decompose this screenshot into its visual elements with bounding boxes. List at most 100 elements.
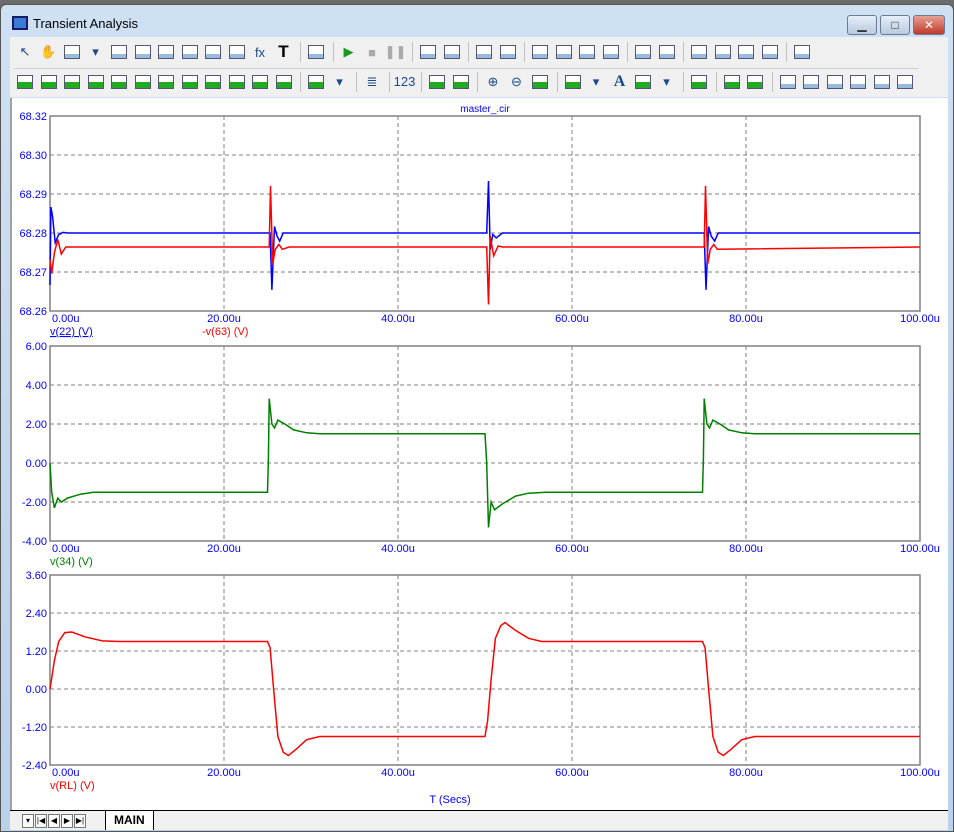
scale-vertical-icon[interactable] <box>202 41 224 63</box>
text-T-icon[interactable]: T <box>278 42 289 61</box>
pan-hand-icon[interactable]: ✋ <box>40 44 57 59</box>
x-tick-label: 40.00u <box>381 767 415 779</box>
select-icon[interactable]: ↖ <box>19 44 31 59</box>
plot-2: 6.00 4.00 2.00 0.00 -2.00 -4.00 0.00u 20.00u 40.… <box>22 341 940 568</box>
inflection-icon[interactable] <box>155 71 177 93</box>
align-right-icon[interactable] <box>824 71 846 93</box>
toolbar-row-2: ▾ ≣ 123 ⊕ ⊖ ▾ A ▾ <box>14 68 918 94</box>
x-tick-label: 60.00u <box>555 543 589 555</box>
tab-nav-button[interactable]: |◀ <box>35 814 47 828</box>
global-high-icon[interactable] <box>202 71 224 93</box>
align-middle-icon[interactable] <box>871 71 893 93</box>
close-button[interactable]: ✕ <box>913 15 945 35</box>
peak-icon[interactable] <box>61 71 83 93</box>
legend-entry[interactable]: v(RL) (V) <box>50 780 95 792</box>
minor-grid-icon[interactable] <box>576 41 598 63</box>
shapes-icon[interactable] <box>61 41 83 63</box>
dropdown-arrow-icon[interactable]: ▾ <box>336 73 343 89</box>
x-tick-label: 20.00u <box>207 543 241 555</box>
run-icon[interactable]: ▶ <box>343 44 354 59</box>
same-x-icon[interactable] <box>426 71 448 93</box>
cursor-next-icon[interactable] <box>38 71 60 93</box>
low-icon[interactable] <box>132 71 154 93</box>
slope-icon[interactable] <box>179 71 201 93</box>
series-line-v-rl-v- <box>49 621 920 757</box>
top-icon[interactable] <box>249 71 271 93</box>
list-icon[interactable]: ≣ <box>366 73 378 89</box>
pause-icon[interactable]: ❚❚ <box>384 44 407 59</box>
x-tick-label: 80.00u <box>729 313 763 325</box>
same-y-icon[interactable] <box>450 71 472 93</box>
dropdown-arrow-icon[interactable]: ▾ <box>592 73 600 89</box>
font-A-icon[interactable]: A <box>613 72 626 90</box>
grid-points-icon[interactable] <box>497 41 519 63</box>
tab-main[interactable]: MAIN <box>105 811 154 830</box>
x-tick-label: 100.00u <box>900 767 940 779</box>
crosshair-icon[interactable] <box>656 41 678 63</box>
legend-entry[interactable]: -v(63) (V) <box>202 326 248 338</box>
x-tick-label: 80.00u <box>729 543 763 555</box>
align-center-icon[interactable] <box>800 71 822 93</box>
plot-frame <box>49 115 921 312</box>
toolbar-separator <box>388 71 390 92</box>
x-tick-label: 80.00u <box>729 767 763 779</box>
overlap-2-icon[interactable] <box>744 71 766 93</box>
trace-tag-icon[interactable] <box>417 41 439 63</box>
minimize-button[interactable]: ▁ <box>847 15 877 35</box>
legend-entry[interactable]: v(34) (V) <box>50 556 93 568</box>
grid-color-icon[interactable] <box>562 71 584 93</box>
dropdown-arrow-icon[interactable]: ▾ <box>663 73 670 89</box>
tab-nav-button[interactable]: ▾ <box>22 814 34 828</box>
toolbar-separator <box>332 42 334 62</box>
zoom-in-icon[interactable]: ⊕ <box>487 73 499 89</box>
y-tick-label: -2.00 <box>22 497 47 509</box>
legend-entry[interactable]: v(22) (V) <box>50 326 93 338</box>
y-tick-label: -2.40 <box>22 760 47 772</box>
x-tick-label: 40.00u <box>381 543 415 555</box>
align-bottom-icon[interactable] <box>894 71 916 93</box>
overlap-icon[interactable] <box>721 71 743 93</box>
zoom-y-icon[interactable] <box>712 41 734 63</box>
zoom-x-icon[interactable] <box>688 41 710 63</box>
zoom-out-icon[interactable]: ⊖ <box>511 73 522 89</box>
font-color-icon[interactable] <box>632 71 654 93</box>
frame-icon[interactable] <box>473 41 495 63</box>
data-points-icon[interactable] <box>155 41 177 63</box>
zoom-list-icon[interactable] <box>759 41 781 63</box>
maximize-button[interactable]: □ <box>880 15 910 35</box>
numeric-icon[interactable]: 123 <box>393 74 416 89</box>
function-fx-icon[interactable]: fx <box>254 44 266 60</box>
point-tag-icon[interactable] <box>441 41 463 63</box>
toolbar-row-1: ↖ ✋ ▾ fx T ▶ ■ ❚❚ <box>14 39 815 65</box>
bottom-icon[interactable] <box>273 71 295 93</box>
tab-nav-button[interactable]: ▶ <box>61 814 73 828</box>
table-edit-icon[interactable] <box>791 41 813 63</box>
plot-1: 68.32 68.30 68.29 68.28 68.27 68.26 0.00u 20.00… <box>19 104 939 338</box>
y-tick-label: 68.26 <box>19 306 47 318</box>
align-left-icon[interactable] <box>777 71 799 93</box>
horizontal-grid-icon[interactable] <box>553 41 575 63</box>
zoom-fx-icon[interactable] <box>735 41 757 63</box>
stop-icon[interactable]: ■ <box>368 44 376 60</box>
horizontal-tag-icon[interactable] <box>632 41 654 63</box>
x-tick-label: 100.00u <box>900 543 940 555</box>
cursor-peak-icon[interactable] <box>14 71 36 93</box>
scope-zoom-icon[interactable] <box>132 41 154 63</box>
valley-icon[interactable] <box>85 71 107 93</box>
clipboard-icon[interactable] <box>305 71 327 93</box>
y-tick-label: 0.00 <box>26 684 47 696</box>
scale-horizontal-icon[interactable] <box>179 41 201 63</box>
send-back-icon[interactable] <box>688 71 710 93</box>
dropdown-arrow-icon[interactable]: ▾ <box>92 44 99 59</box>
tab-nav-button[interactable]: ◀ <box>48 814 60 828</box>
vertical-grid-icon[interactable] <box>529 41 551 63</box>
global-low-icon[interactable] <box>226 71 248 93</box>
high-icon[interactable] <box>108 71 130 93</box>
properties-icon[interactable] <box>305 41 327 63</box>
zoom-100-icon[interactable] <box>529 71 551 93</box>
axis-grid-icon[interactable] <box>600 41 622 63</box>
image-icon[interactable] <box>108 41 130 63</box>
align-top-icon[interactable] <box>847 71 869 93</box>
tab-nav-button[interactable]: ▶| <box>74 814 86 828</box>
cursor-mode-icon[interactable] <box>226 41 248 63</box>
